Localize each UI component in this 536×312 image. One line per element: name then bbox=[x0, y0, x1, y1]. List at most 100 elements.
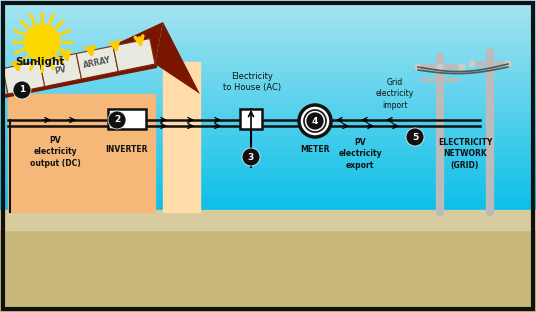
Polygon shape bbox=[40, 54, 81, 86]
Bar bbox=[0, 56, 536, 60]
Text: Electricity
to House (AC): Electricity to House (AC) bbox=[223, 72, 281, 92]
Bar bbox=[0, 187, 536, 191]
Bar bbox=[0, 201, 536, 205]
Bar bbox=[0, 134, 536, 138]
Bar bbox=[0, 77, 536, 81]
Text: ARRAY: ARRAY bbox=[83, 55, 112, 70]
Bar bbox=[0, 13, 536, 18]
Bar bbox=[0, 204, 536, 208]
Text: Sunlight: Sunlight bbox=[16, 57, 65, 67]
Bar bbox=[0, 148, 536, 152]
Bar bbox=[0, 74, 536, 78]
Bar bbox=[0, 17, 536, 21]
Bar bbox=[0, 31, 536, 35]
Text: 2: 2 bbox=[114, 115, 120, 124]
Bar bbox=[0, 42, 536, 46]
Circle shape bbox=[304, 110, 326, 132]
Bar bbox=[0, 155, 536, 159]
Circle shape bbox=[306, 112, 324, 130]
Bar bbox=[0, 88, 536, 92]
Circle shape bbox=[242, 148, 260, 166]
Bar bbox=[108, 109, 146, 129]
Circle shape bbox=[415, 64, 421, 70]
Bar bbox=[0, 208, 536, 212]
Polygon shape bbox=[76, 46, 118, 79]
Text: 5: 5 bbox=[412, 133, 418, 142]
Bar bbox=[0, 3, 536, 7]
Circle shape bbox=[459, 64, 465, 70]
Text: Grid
electricity
import: Grid electricity import bbox=[376, 78, 414, 110]
Bar bbox=[0, 24, 536, 28]
Bar bbox=[0, 127, 536, 131]
Bar bbox=[0, 116, 536, 120]
Bar bbox=[0, 60, 536, 64]
Bar bbox=[240, 109, 262, 129]
Bar bbox=[0, 70, 536, 74]
Polygon shape bbox=[3, 61, 44, 94]
Bar bbox=[0, 81, 536, 85]
Bar bbox=[0, 10, 536, 14]
Bar bbox=[0, 28, 536, 32]
Bar bbox=[163, 62, 200, 212]
Bar bbox=[0, 158, 536, 163]
Circle shape bbox=[406, 128, 424, 146]
Bar bbox=[0, 165, 536, 170]
Text: INVERTER: INVERTER bbox=[106, 145, 148, 154]
Bar bbox=[0, 0, 536, 3]
Bar bbox=[0, 180, 536, 184]
Bar bbox=[0, 176, 536, 180]
Polygon shape bbox=[5, 64, 157, 98]
Bar bbox=[0, 21, 536, 25]
Bar bbox=[0, 109, 536, 113]
Bar bbox=[0, 173, 536, 177]
Bar bbox=[0, 45, 536, 50]
Bar bbox=[0, 130, 536, 134]
Polygon shape bbox=[113, 38, 155, 71]
Text: METER: METER bbox=[300, 145, 330, 154]
Bar bbox=[0, 102, 536, 106]
Bar bbox=[0, 38, 536, 42]
Bar bbox=[0, 84, 536, 88]
Circle shape bbox=[469, 61, 475, 67]
Bar bbox=[0, 137, 536, 141]
Bar bbox=[0, 197, 536, 202]
Bar bbox=[0, 49, 536, 53]
Bar bbox=[0, 63, 536, 67]
Bar bbox=[0, 105, 536, 110]
Bar bbox=[0, 98, 536, 102]
Text: PV: PV bbox=[54, 65, 67, 76]
Text: 1: 1 bbox=[19, 85, 25, 95]
Text: 4: 4 bbox=[312, 116, 318, 125]
Text: PV
electricity
export: PV electricity export bbox=[338, 139, 382, 170]
Circle shape bbox=[24, 24, 60, 60]
Circle shape bbox=[13, 81, 31, 99]
Circle shape bbox=[299, 105, 331, 137]
Bar bbox=[8, 94, 155, 212]
Text: 3: 3 bbox=[248, 153, 254, 162]
Polygon shape bbox=[8, 64, 157, 94]
Bar bbox=[0, 95, 536, 99]
Bar bbox=[0, 7, 536, 11]
Text: ELECTRICITY
NETWORK
(GRID): ELECTRICITY NETWORK (GRID) bbox=[438, 139, 492, 170]
Bar bbox=[0, 91, 536, 95]
Bar bbox=[0, 210, 536, 230]
Bar bbox=[0, 123, 536, 127]
Bar bbox=[0, 141, 536, 145]
Bar bbox=[0, 35, 536, 39]
Circle shape bbox=[437, 64, 443, 70]
Bar bbox=[0, 194, 536, 198]
Bar bbox=[0, 190, 536, 194]
Bar bbox=[0, 169, 536, 173]
Bar bbox=[0, 212, 536, 312]
Bar bbox=[0, 119, 536, 124]
Circle shape bbox=[108, 111, 126, 129]
Bar bbox=[0, 162, 536, 166]
Bar bbox=[0, 151, 536, 155]
Bar bbox=[0, 144, 536, 149]
Circle shape bbox=[505, 61, 511, 67]
Bar bbox=[0, 52, 536, 56]
Bar bbox=[0, 66, 536, 71]
Bar bbox=[0, 112, 536, 117]
Text: PV
electricity
output (DC): PV electricity output (DC) bbox=[29, 136, 80, 168]
Bar bbox=[0, 183, 536, 187]
